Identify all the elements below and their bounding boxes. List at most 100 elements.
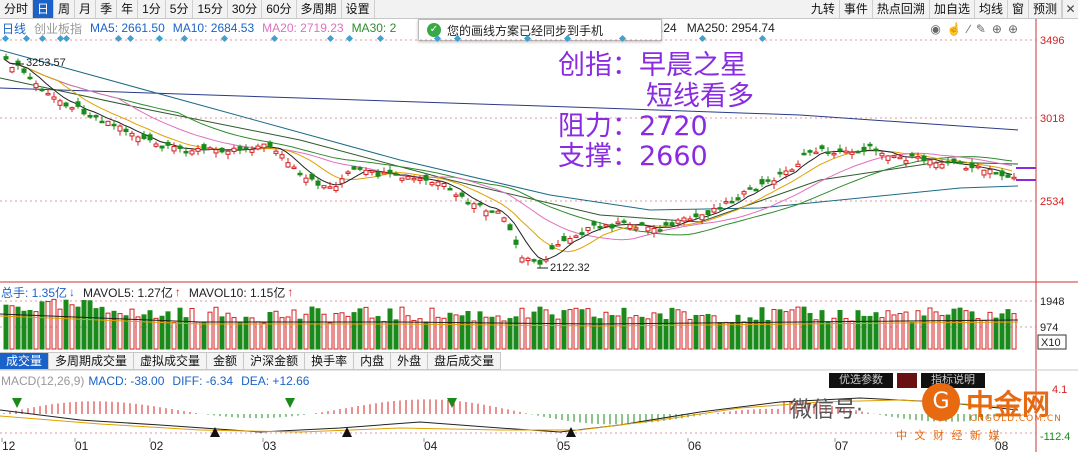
- candle-body: [897, 156, 903, 160]
- period-button[interactable]: 周: [54, 0, 76, 18]
- ma10-line: [3, 58, 1013, 253]
- volume-axis-label: 1948: [1040, 296, 1064, 308]
- candle-body: [459, 192, 465, 197]
- candle-body: [165, 141, 171, 146]
- period-button[interactable]: 季: [96, 0, 118, 18]
- period-button[interactable]: 30分: [228, 0, 263, 18]
- volume-bar: [159, 315, 165, 350]
- volume-bar: [777, 309, 783, 350]
- candle-body: [891, 155, 897, 158]
- candle-body: [417, 178, 423, 181]
- volume-bar: [201, 321, 207, 350]
- indicator-tab[interactable]: 多周期成交量: [49, 353, 135, 369]
- event-marker: [22, 34, 31, 43]
- volume-bar: [657, 313, 663, 350]
- toolbar-right-button[interactable]: 预测: [1029, 0, 1062, 18]
- indicator-tab[interactable]: 沪深金额: [244, 353, 306, 369]
- volume-bar: [699, 314, 705, 350]
- volume-bar: [627, 317, 633, 350]
- event-marker: [563, 34, 572, 43]
- toolbar-right-button[interactable]: 均线: [975, 0, 1008, 18]
- period-button[interactable]: 日: [33, 0, 55, 18]
- indicator-tab[interactable]: 金额: [207, 353, 245, 369]
- volume-bar: [441, 317, 447, 350]
- volume-bar: [9, 305, 15, 350]
- candle-body: [393, 173, 399, 176]
- line-tool-icon[interactable]: ∕: [967, 22, 970, 36]
- volume-bar: [417, 318, 423, 350]
- candle-body: [567, 237, 573, 244]
- volume-bar: [135, 316, 141, 350]
- toolbar-right-button[interactable]: 事件: [840, 0, 873, 18]
- candle-body: [909, 153, 915, 157]
- macd-option-button[interactable]: 优选参数: [829, 373, 893, 388]
- candle-body: [771, 180, 777, 185]
- candle-body: [573, 235, 579, 238]
- volume-bar: [195, 321, 201, 350]
- indicator-tab[interactable]: 换手率: [305, 353, 355, 369]
- eye-icon[interactable]: ◉: [930, 22, 941, 36]
- zoom-in-icon[interactable]: ⊕: [1007, 22, 1018, 36]
- period-button[interactable]: 多周期: [297, 0, 342, 18]
- period-button[interactable]: 年: [117, 0, 139, 18]
- brand-name: 中金网: [966, 388, 1051, 421]
- macd-option-button[interactable]: [897, 373, 917, 388]
- indicator-tab[interactable]: 外盘: [391, 353, 429, 369]
- candle-body: [375, 171, 381, 177]
- volume-bar: [591, 316, 597, 350]
- crosshair-icon[interactable]: ⊕: [991, 22, 1002, 36]
- volume-bar: [465, 310, 471, 350]
- event-marker: [1, 34, 10, 43]
- toolbar-right-button[interactable]: 窗: [1008, 0, 1029, 18]
- candle-body: [57, 100, 63, 106]
- toolbar-right-button[interactable]: 热点回溯: [873, 0, 930, 18]
- volume-bar: [669, 307, 675, 350]
- draw-icon[interactable]: ✎: [975, 22, 986, 36]
- close-icon[interactable]: ✕: [1062, 0, 1078, 18]
- volume-bar: [789, 309, 795, 350]
- volume-bar: [819, 310, 825, 350]
- candle-body: [825, 151, 831, 155]
- volume-bar: [147, 310, 153, 350]
- volume-bar: [633, 315, 639, 350]
- indicator-tab[interactable]: 盘后成交量: [428, 353, 502, 369]
- volume-bar: [63, 299, 69, 350]
- event-marker: [326, 34, 335, 43]
- period-button[interactable]: 60分: [262, 0, 297, 18]
- volume-bar: [873, 312, 879, 350]
- candle-body: [333, 186, 339, 192]
- volume-bar: [189, 307, 195, 350]
- hand-icon[interactable]: ☝: [946, 22, 962, 36]
- candle-body: [15, 60, 21, 66]
- indicator-tab[interactable]: 内盘: [354, 353, 392, 369]
- volume-bar: [837, 309, 843, 350]
- volume-bar: [27, 309, 33, 350]
- volume-bar: [933, 311, 939, 350]
- volume-bar: [801, 306, 807, 350]
- volume-bar: [75, 306, 81, 350]
- period-button[interactable]: 分时: [0, 0, 34, 18]
- volume-bar: [219, 316, 225, 350]
- month-label: 08: [995, 439, 1009, 452]
- volume-bar: [297, 318, 303, 350]
- candle-body: [585, 226, 591, 231]
- period-button[interactable]: 设置: [342, 0, 375, 18]
- candle-body: [615, 221, 621, 225]
- macd-axis-label: -112.4: [1040, 431, 1070, 443]
- toolbar-right: 九转 事件 热点回溯 加自选 均线窗预测: [807, 0, 1062, 18]
- toolbar-right-button[interactable]: 加自选: [930, 0, 975, 18]
- period-button[interactable]: 5分: [166, 0, 194, 18]
- period-button[interactable]: 1分: [138, 0, 166, 18]
- candle-body: [135, 136, 141, 143]
- candle-body: [999, 170, 1005, 177]
- period-button[interactable]: 15分: [193, 0, 228, 18]
- period-button[interactable]: 月: [75, 0, 97, 18]
- candle-body: [489, 210, 495, 213]
- candle-body: [777, 171, 783, 175]
- indicator-tab[interactable]: 成交量: [0, 353, 50, 369]
- candle-body: [351, 166, 357, 170]
- toolbar-right-button[interactable]: 九转: [807, 0, 840, 18]
- indicator-tab[interactable]: 虚拟成交量: [134, 353, 208, 369]
- volume-bar: [243, 316, 249, 350]
